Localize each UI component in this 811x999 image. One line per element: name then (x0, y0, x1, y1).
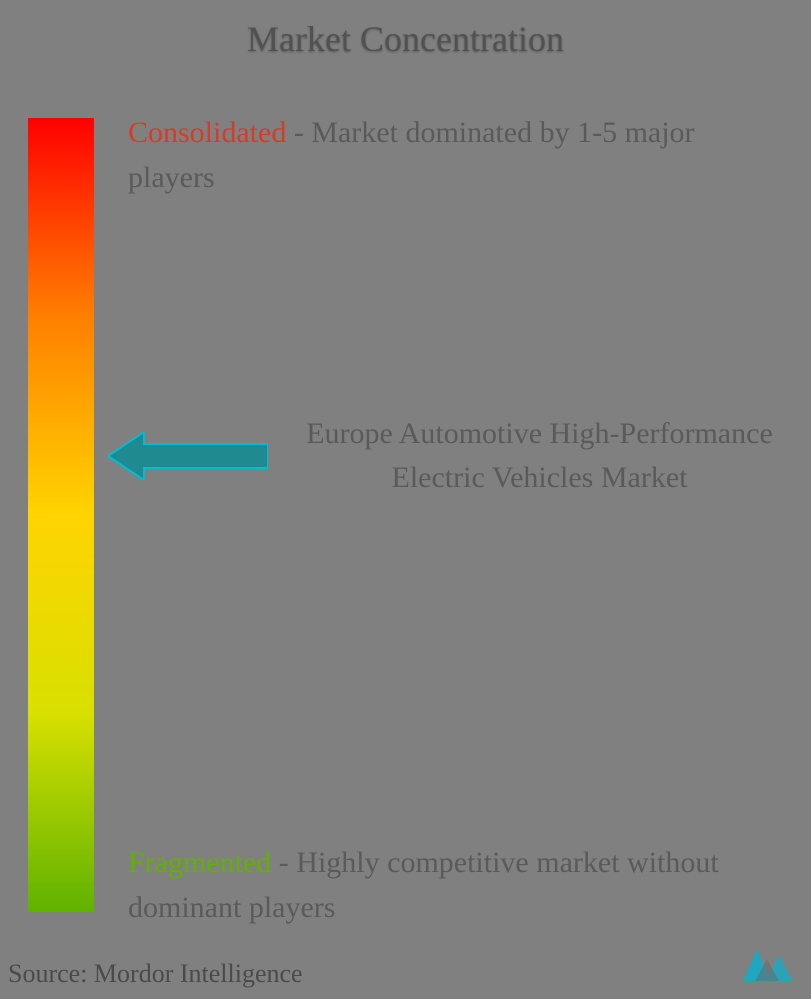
page-title: Market Concentration (0, 18, 811, 60)
source-row: Source: Mordor Intelligence (8, 941, 801, 989)
market-name-label: Europe Automotive High-Performance Elect… (298, 412, 781, 499)
consolidated-label-block: Consolidated - Market dominated by 1-5 m… (128, 110, 781, 200)
concentration-gradient-bar (28, 118, 94, 912)
infographic-panel: Market Concentration Consolidated - Mark… (0, 0, 811, 955)
consolidated-keyword: Consolidated (128, 116, 286, 149)
fragmented-keyword: Fragmented (128, 846, 271, 879)
mordor-logo-icon (737, 941, 801, 989)
source-text: Source: Mordor Intelligence (8, 959, 303, 989)
market-position-block: Europe Automotive High-Performance Elect… (108, 412, 781, 499)
arrow-left-icon (108, 432, 268, 480)
fragmented-label-block: Fragmented - Highly competitive market w… (128, 840, 781, 930)
